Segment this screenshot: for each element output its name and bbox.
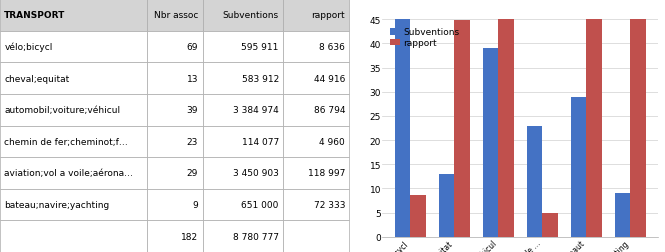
Bar: [203, 220, 283, 252]
Text: Nbr assoc: Nbr assoc: [154, 11, 198, 20]
Bar: [587, 0, 602, 237]
Bar: [439, 174, 454, 237]
Bar: [147, 63, 203, 94]
Bar: [571, 97, 587, 237]
Bar: [283, 63, 350, 94]
Text: 39: 39: [187, 106, 198, 115]
Text: 23: 23: [187, 137, 198, 146]
Bar: [483, 49, 498, 237]
Bar: [543, 213, 558, 237]
Text: 72 333: 72 333: [314, 200, 345, 209]
Bar: [203, 0, 283, 32]
Text: rapport: rapport: [311, 11, 345, 20]
Bar: [630, 0, 646, 237]
Text: 3 450 903: 3 450 903: [233, 169, 279, 178]
Text: automobil;voiture;véhicul: automobil;voiture;véhicul: [4, 106, 120, 115]
Bar: [395, 0, 410, 237]
Bar: [203, 32, 283, 63]
Bar: [0, 189, 147, 220]
Legend: Subventions, rapport: Subventions, rapport: [387, 25, 463, 52]
Bar: [0, 94, 147, 126]
Text: 4 960: 4 960: [319, 137, 345, 146]
Bar: [147, 0, 203, 32]
Text: bateau;navire;yachting: bateau;navire;yachting: [4, 200, 110, 209]
Text: 651 000: 651 000: [241, 200, 279, 209]
Text: 8 636: 8 636: [319, 43, 345, 52]
Bar: [0, 63, 147, 94]
Text: 9: 9: [192, 200, 198, 209]
Bar: [147, 220, 203, 252]
Bar: [203, 158, 283, 189]
Text: 114 077: 114 077: [241, 137, 279, 146]
Text: 13: 13: [187, 74, 198, 83]
Bar: [147, 32, 203, 63]
Bar: [203, 63, 283, 94]
Bar: [203, 94, 283, 126]
Bar: [147, 158, 203, 189]
Text: 182: 182: [181, 232, 198, 241]
Text: 595 911: 595 911: [241, 43, 279, 52]
Bar: [0, 126, 147, 158]
Bar: [147, 126, 203, 158]
Bar: [283, 32, 350, 63]
Text: 118 997: 118 997: [308, 169, 345, 178]
Bar: [0, 0, 147, 32]
Text: 86 794: 86 794: [314, 106, 345, 115]
Text: 583 912: 583 912: [241, 74, 279, 83]
Bar: [615, 194, 630, 237]
Text: 44 916: 44 916: [314, 74, 345, 83]
Text: vélo;bicycl: vélo;bicycl: [4, 43, 53, 52]
Bar: [147, 94, 203, 126]
Bar: [283, 158, 350, 189]
Bar: [203, 189, 283, 220]
Bar: [527, 126, 543, 237]
Bar: [203, 126, 283, 158]
Text: 69: 69: [187, 43, 198, 52]
Bar: [0, 220, 147, 252]
Bar: [283, 126, 350, 158]
Bar: [283, 220, 350, 252]
Bar: [454, 21, 469, 237]
Bar: [498, 0, 514, 237]
Bar: [283, 0, 350, 32]
Bar: [0, 158, 147, 189]
Text: TRANSPORT: TRANSPORT: [4, 11, 66, 20]
Bar: [0, 32, 147, 63]
Bar: [147, 189, 203, 220]
Bar: [283, 94, 350, 126]
Bar: [410, 195, 426, 237]
Text: 29: 29: [187, 169, 198, 178]
Text: chemin de fer;cheminot;f…: chemin de fer;cheminot;f…: [4, 137, 128, 146]
Text: aviation;vol a voile;aérona…: aviation;vol a voile;aérona…: [4, 169, 133, 178]
Text: cheval;equitat: cheval;equitat: [4, 74, 70, 83]
Bar: [283, 189, 350, 220]
Text: Subventions: Subventions: [223, 11, 279, 20]
Text: 8 780 777: 8 780 777: [233, 232, 279, 241]
Text: 3 384 974: 3 384 974: [233, 106, 279, 115]
